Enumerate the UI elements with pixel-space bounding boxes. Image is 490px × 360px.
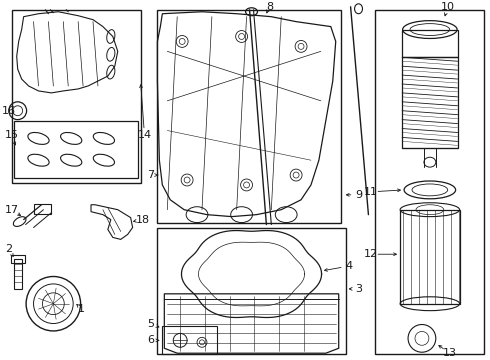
Text: 5: 5	[147, 319, 154, 329]
Text: 7: 7	[147, 170, 154, 180]
Text: 9: 9	[355, 190, 362, 200]
Bar	[402, 30, 458, 57]
Bar	[157, 10, 341, 222]
Bar	[162, 327, 217, 354]
Text: 17: 17	[5, 205, 19, 215]
Bar	[402, 57, 458, 148]
Text: 10: 10	[441, 2, 455, 12]
Text: 1: 1	[77, 304, 85, 314]
Text: 18: 18	[135, 215, 149, 225]
Text: 4: 4	[345, 261, 352, 271]
Bar	[12, 10, 141, 183]
Bar	[375, 10, 484, 354]
Text: 3: 3	[355, 284, 362, 294]
Bar	[14, 259, 22, 289]
Text: 14: 14	[138, 130, 151, 140]
Bar	[33, 204, 51, 213]
Text: 8: 8	[266, 2, 273, 12]
Bar	[400, 210, 460, 304]
Text: 6: 6	[147, 336, 154, 345]
Text: 11: 11	[364, 187, 377, 197]
Text: 15: 15	[5, 130, 19, 140]
Bar	[157, 228, 345, 354]
Text: 2: 2	[5, 244, 12, 254]
Text: 13: 13	[442, 348, 457, 358]
Bar	[11, 255, 24, 263]
Bar	[14, 121, 138, 178]
Text: 16: 16	[2, 106, 16, 116]
Text: 12: 12	[364, 249, 377, 259]
